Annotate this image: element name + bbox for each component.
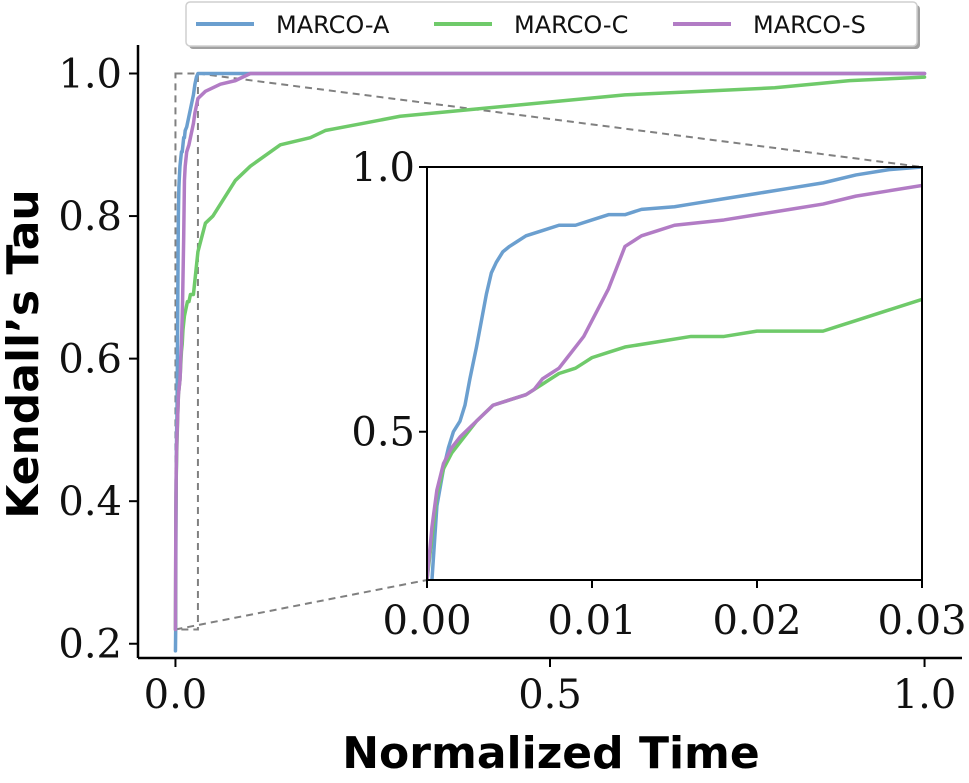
inset-x-tick-label: 0.02 [712,598,801,644]
legend-label-marco-s: MARCO-S [753,11,866,39]
main-y-tick-label: 0.2 [58,622,122,668]
main-y-tick-label: 0.4 [58,479,122,525]
zoom-region-box [174,72,199,631]
inset-frame [426,166,923,581]
inset-x-tick-label: 0.01 [547,598,636,644]
inset-y-tick-label: 1.0 [351,145,415,191]
zoom-indicator-layer [174,72,923,631]
inset-series-line-marco-c [427,297,922,580]
inset-background [427,167,922,580]
legend: MARCO-A MARCO-C MARCO-S [185,1,920,49]
main-plot-lines [173,71,927,653]
y-axis-title: Kendall’s Tau [0,189,49,518]
legend-label-marco-c: MARCO-C [514,11,628,39]
main-y-tick-label: 1.0 [58,52,122,98]
inset-plot: 0.5 1.0 0.00 0.01 0.02 0.03 [351,145,966,644]
legend-box [185,1,918,47]
main-y-tick-label: 0.6 [58,337,122,383]
zoom-connector-top [197,72,923,168]
inset-y-tick-label: 0.5 [351,410,415,456]
main-y-tick-label: 0.8 [58,194,122,240]
inset-x-tick-label: 0.03 [877,598,966,644]
inset-series-line-marco-s [427,183,922,580]
zoom-connector-bottom [175,579,428,631]
main-x-tick-label: 1.0 [893,672,957,718]
inset-x-tick-label: 0.00 [382,598,471,644]
inset-lines [427,167,922,580]
main-x-tick-label: 0.5 [518,672,582,718]
x-axis-title: Normalized Time [342,728,760,779]
main-plot-axes: 0.2 0.4 0.6 0.8 1.0 0.0 0.5 1.0 [58,45,962,718]
main-x-tick-label: 0.0 [144,672,208,718]
inset-series-line-marco-a [430,167,922,580]
legend-label-marco-a: MARCO-A [276,11,390,39]
main-series-line-marco-s [173,71,927,632]
